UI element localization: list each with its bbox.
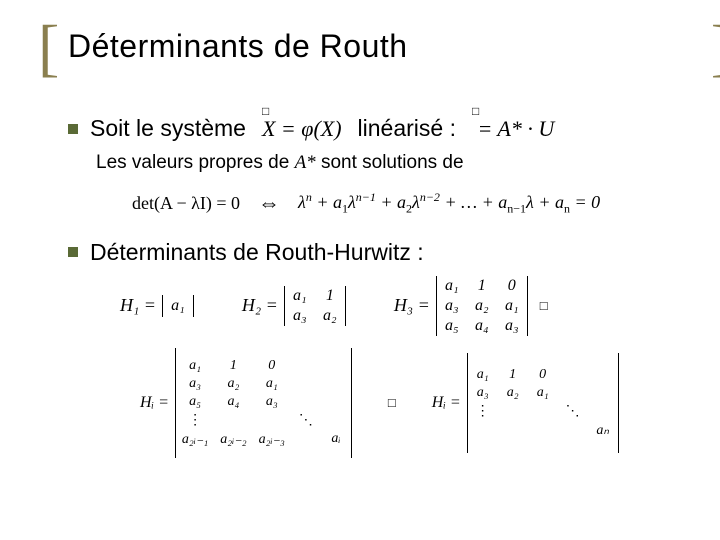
iff-icon: ⇔	[258, 190, 280, 216]
det-expression: det(A − λI) = 0	[132, 193, 240, 214]
bullet-icon	[68, 247, 78, 257]
slide-title: Déterminants de Routh	[68, 28, 672, 65]
placeholder-icon: □	[540, 298, 548, 314]
characteristic-equation: det(A − λI) = 0 ⇔ λn + a1λn−1 + a2λn−2 +…	[132, 190, 672, 217]
bracket-left-icon: [	[38, 26, 59, 71]
bullet-system: Soit le système □X = φ(X) linéarisé : □ …	[68, 115, 672, 142]
linearized-equation: □ = A* · U	[468, 116, 558, 142]
bracket-right-icon: ]	[711, 26, 720, 71]
det-h1: H₁ = a₁	[120, 295, 194, 317]
determinants-row-small: H₁ = a₁ H₂ = a₁1 a₃a₂ H₃ = a₁10 a₃a₂a₁ a	[120, 276, 672, 336]
det-hi-left: Hᵢ = a₁10 a₃a₂a₁ a₅a₄a₃ ⋮⋱ a₂ᵢ₋₁a₂ᵢ₋₂a₂ᵢ…	[140, 348, 352, 458]
det-h2: H₂ = a₁1 a₃a₂	[242, 286, 346, 326]
title-block: [ ] Déterminants de Routh	[68, 28, 672, 65]
linearized-label: linéarisé :	[358, 115, 456, 142]
routh-title: Déterminants de Routh-Hurwitz :	[90, 239, 424, 266]
det-h3: H₃ = a₁10 a₃a₂a₁ a₅a₄a₃ □	[394, 276, 548, 336]
system-prefix: Soit le système	[90, 115, 246, 142]
det-hi-right: Hᵢ = a₁10 a₃a₂a₁ ⋮⋱ aₙ	[432, 353, 619, 453]
placeholder-icon: □	[388, 395, 396, 411]
determinants-row-generic: Hᵢ = a₁10 a₃a₂a₁ a₅a₄a₃ ⋮⋱ a₂ᵢ₋₁a₂ᵢ₋₂a₂ᵢ…	[140, 348, 672, 458]
bullet-routh: Déterminants de Routh-Hurwitz :	[68, 239, 672, 266]
system-equation: □X = φ(X)	[258, 116, 346, 142]
eigenvalues-line: Les valeurs propres de A* sont solutions…	[96, 152, 672, 174]
slide-root: [ ] Déterminants de Routh Soit le systèm…	[0, 0, 720, 540]
eigen-text: Les valeurs propres de A* sont solutions…	[96, 152, 464, 174]
char-polynomial: λn + a1λn−1 + a2λn−2 + … + an−1λ + an = …	[298, 190, 600, 217]
bullet-icon	[68, 124, 78, 134]
